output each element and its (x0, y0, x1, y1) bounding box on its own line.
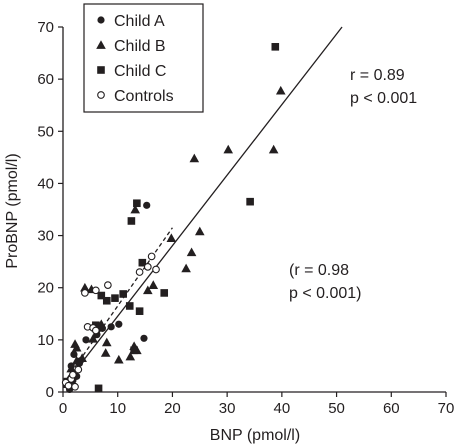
data-point (125, 302, 134, 310)
data-point (181, 263, 191, 273)
x-ticks: 0 10 20 30 40 50 60 70 (59, 392, 455, 417)
data-point (102, 296, 111, 305)
data-point (70, 339, 80, 348)
legend-entry: Child C (97, 63, 166, 80)
y-tick-label: 60 (37, 71, 54, 88)
data-point (101, 337, 112, 347)
data-point (68, 370, 77, 379)
legend-label: Child A (114, 13, 165, 30)
data-point (130, 346, 138, 355)
data-point (271, 43, 280, 51)
data-point (133, 199, 141, 208)
x-tick-label: 70 (438, 400, 455, 417)
data-point (125, 351, 136, 361)
x-axis-label: BNP (pmol/l) (210, 427, 300, 444)
legend-entry: Child B (96, 38, 166, 55)
legend-entry: Controls (97, 88, 174, 105)
y-ticks: 0 10 20 30 40 50 60 70 (37, 19, 63, 401)
data-point (70, 350, 78, 359)
series-child-b (62, 85, 286, 389)
plot-area: 0 10 20 30 40 50 60 70 0 10 20 30 40 50 60 70 (37, 19, 454, 417)
data-point (130, 204, 141, 214)
data-point (88, 334, 98, 343)
data-point (100, 348, 111, 357)
x-tick-label: 50 (328, 400, 345, 417)
data-point (246, 197, 254, 206)
legend-label: Child C (114, 63, 166, 80)
data-point (143, 263, 152, 271)
legend-label: Controls (114, 88, 174, 105)
data-point (147, 252, 156, 261)
data-point (97, 291, 106, 300)
series-child-a (65, 201, 151, 393)
legend: Child A Child B Child C Controls (83, 3, 204, 113)
correlation-annotation-all: r = 0.89 p < 0.001 (350, 67, 417, 107)
x-tick-label: 0 (59, 400, 67, 417)
data-point (91, 326, 100, 335)
x-tick-label: 30 (219, 400, 236, 417)
data-point (82, 336, 90, 344)
data-point (80, 282, 90, 292)
data-point (166, 233, 177, 243)
y-tick-label: 0 (46, 384, 54, 401)
y-tick-label: 40 (37, 175, 54, 192)
data-point (81, 289, 89, 297)
series-controls (61, 252, 160, 391)
data-point (223, 144, 234, 154)
annotation-line: p < 0.001 (350, 90, 417, 107)
data-point (71, 382, 79, 391)
data-point (77, 353, 87, 362)
data-point (135, 307, 144, 315)
data-point (135, 268, 144, 276)
data-point (64, 381, 73, 390)
legend-entry: Child A (97, 13, 165, 30)
data-point (189, 153, 200, 163)
data-point (143, 285, 153, 295)
y-axis-label: ProBNP (pmol/l) (4, 153, 21, 268)
data-point (127, 217, 136, 225)
data-point (107, 323, 115, 331)
data-point (160, 289, 169, 297)
legend-marker (97, 16, 105, 24)
data-point (91, 286, 100, 295)
data-point (74, 365, 83, 374)
data-point (148, 280, 159, 289)
legend-marker (97, 91, 105, 99)
data-point (194, 226, 205, 236)
y-tick-label: 20 (37, 280, 54, 297)
data-point (71, 355, 82, 365)
legend-marker (97, 66, 105, 74)
annotation-line: (r = 0.98 (289, 262, 349, 279)
data-points (61, 43, 286, 393)
data-point (140, 334, 148, 342)
data-point (111, 294, 119, 302)
data-point (119, 290, 127, 298)
correlation-annotation-subset: (r = 0.98 p < 0.001) (289, 262, 362, 302)
data-point (143, 201, 151, 209)
x-tick-label: 10 (109, 400, 126, 417)
y-tick-label: 10 (37, 332, 54, 349)
annotation-line: r = 0.89 (350, 67, 405, 84)
annotation-line: p < 0.001) (289, 285, 362, 302)
data-point (94, 384, 103, 393)
data-point (152, 265, 160, 274)
data-point (104, 281, 112, 289)
y-tick-label: 50 (37, 123, 54, 140)
data-point (275, 85, 286, 95)
y-tick-label: 70 (37, 19, 54, 36)
data-point (186, 247, 197, 257)
x-tick-label: 20 (164, 400, 181, 417)
x-tick-label: 60 (383, 400, 400, 417)
data-point (115, 320, 123, 328)
data-point (138, 258, 147, 267)
data-point (66, 363, 77, 373)
x-tick-label: 40 (274, 400, 291, 417)
data-point (268, 144, 279, 154)
legend-label: Child B (114, 38, 166, 55)
data-point (114, 354, 124, 364)
legend-marker (96, 40, 106, 49)
y-tick-label: 30 (37, 228, 54, 245)
